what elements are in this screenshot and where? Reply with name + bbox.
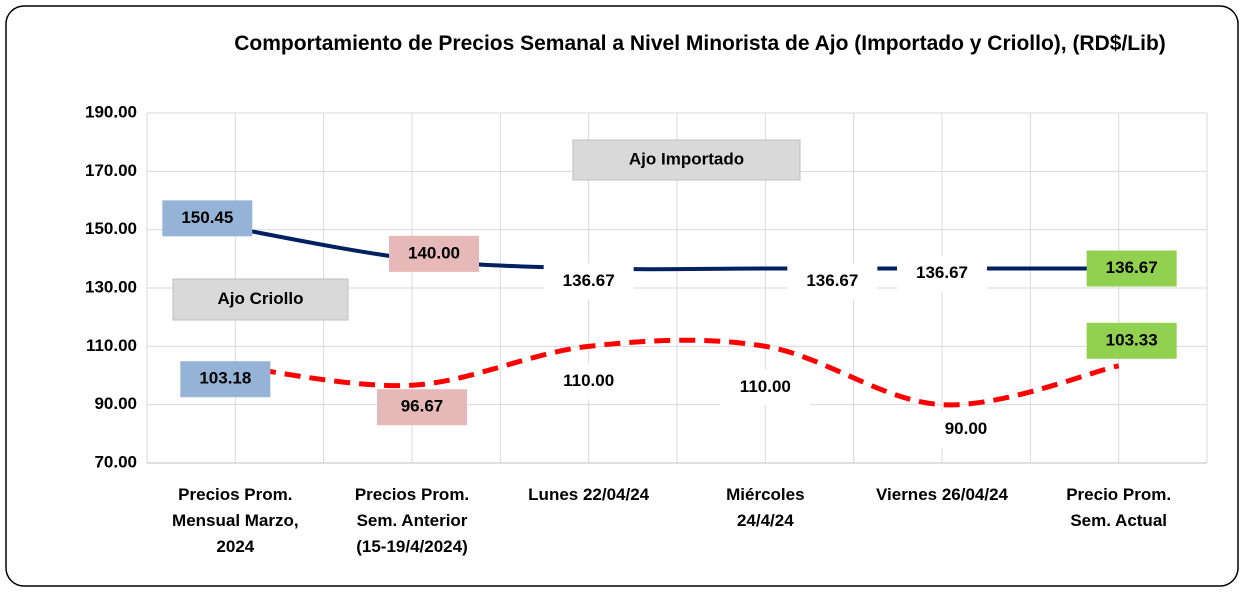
data-label: 110.00 — [563, 371, 614, 390]
x-tick-label: Precio Prom. Sem. Actual — [1066, 485, 1172, 530]
series-line — [235, 337, 1120, 408]
frame — [5, 5, 1239, 587]
y-tick-label: 190.00 — [85, 102, 137, 121]
data-label: 90.00 — [945, 419, 988, 438]
data-label-box — [921, 411, 1011, 448]
data-label-box — [1086, 322, 1177, 359]
x-tick-label: Viernes 26/04/24 — [875, 485, 1008, 504]
y-tick-label: 110.00 — [86, 336, 137, 355]
data-label-box — [180, 361, 271, 398]
y-tick-label: 70.00 — [94, 452, 137, 471]
data-label: 136.67 — [806, 271, 858, 290]
data-label: 150.45 — [181, 208, 233, 227]
data-label: 110.00 — [740, 377, 791, 396]
y-tick-label: 170.00 — [85, 161, 137, 180]
data-label: 96.67 — [401, 397, 444, 416]
data-label: 136.67 — [563, 271, 615, 290]
legend-label: Ajo Importado — [629, 149, 744, 168]
data-label: 136.67 — [1106, 258, 1158, 277]
data-label-box — [162, 200, 253, 237]
data-label-box — [377, 389, 467, 426]
legend-box — [572, 139, 801, 181]
data-label-box — [543, 263, 634, 300]
x-tick-label: Precios Prom. Sem. Anterior (15-19/4/202… — [354, 485, 470, 556]
chart-title: Comportamiento de Precios Semanal a Nive… — [234, 32, 1166, 55]
data-label: 140.00 — [408, 243, 460, 262]
x-tick-label: Lunes 22/04/24 — [528, 485, 650, 504]
data-label-box — [720, 369, 811, 406]
x-tick-label: Precios Prom. Mensual Marzo, 2024 — [172, 485, 299, 556]
y-tick-label: 90.00 — [94, 394, 137, 413]
data-label: 103.33 — [1106, 330, 1158, 349]
y-tick-label: 150.00 — [85, 219, 137, 238]
x-tick-label: Miércoles 24/4/24 — [726, 485, 805, 530]
data-label: 136.67 — [916, 263, 968, 282]
data-label: 103.18 — [199, 369, 251, 388]
data-label-box — [389, 235, 479, 272]
data-label-box — [1086, 250, 1177, 287]
data-label-box — [787, 263, 878, 300]
y-tick-label: 130.00 — [85, 277, 137, 296]
data-label-box — [897, 255, 987, 292]
data-label-box — [543, 363, 634, 400]
legend-box — [172, 278, 349, 321]
legend-label: Ajo Criollo — [218, 289, 304, 308]
